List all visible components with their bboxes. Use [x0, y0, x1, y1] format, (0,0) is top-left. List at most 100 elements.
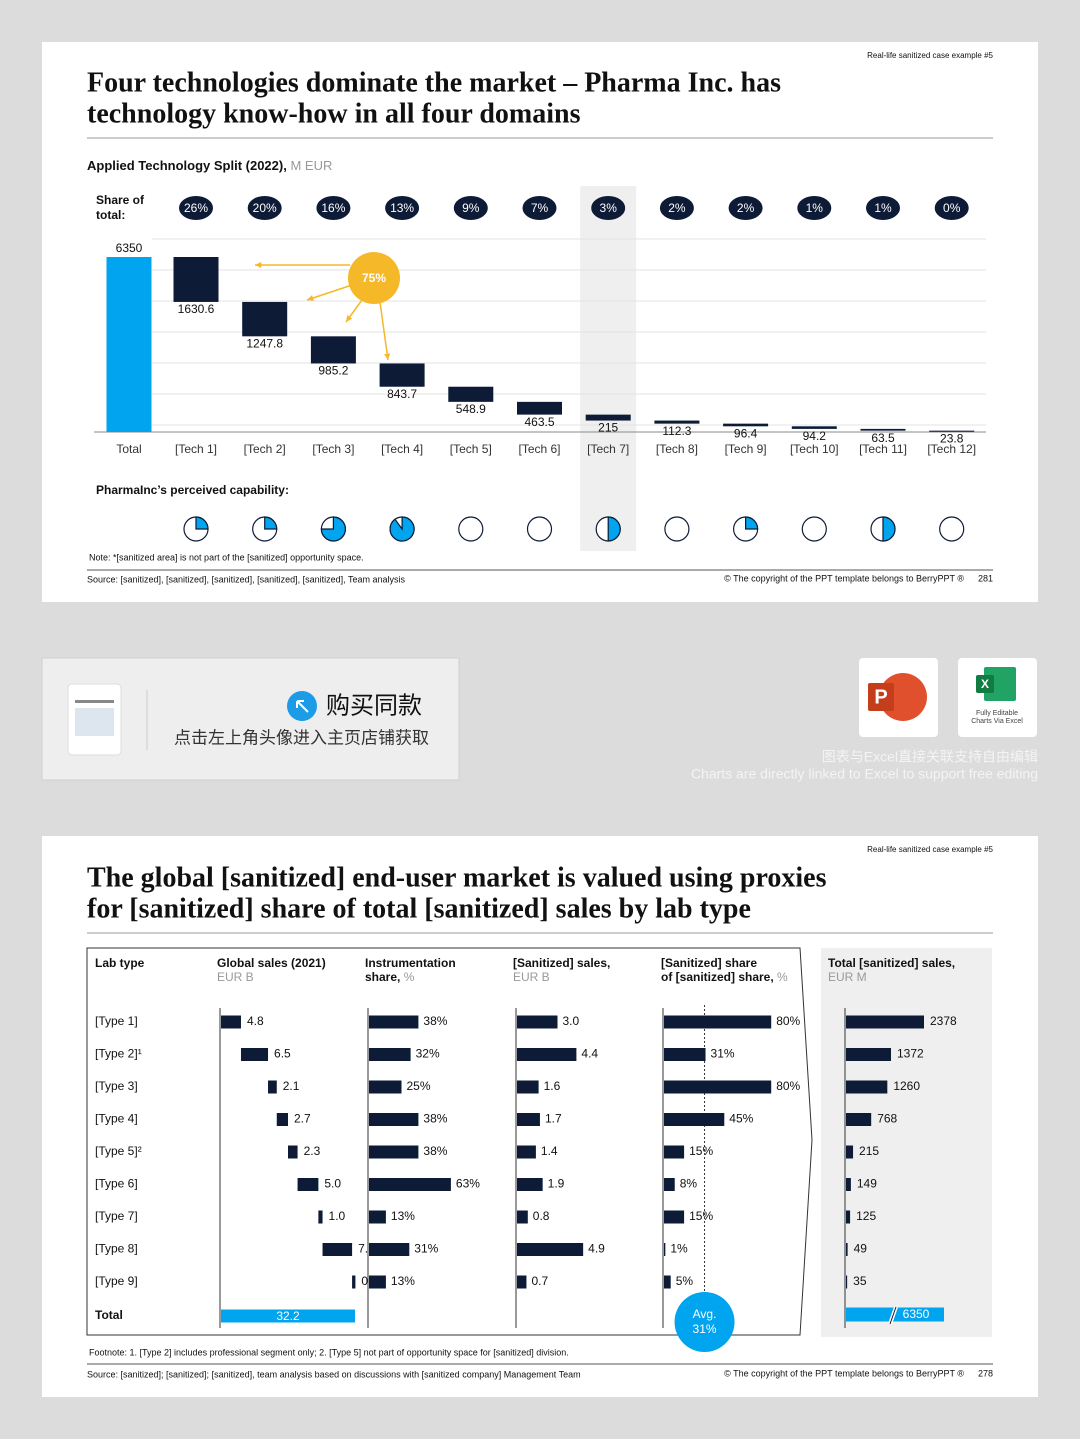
value-label: 94.2: [803, 429, 827, 443]
subtitle-text: Applied Technology Split (2022),: [87, 158, 287, 173]
note: Note: *[sanitized area] is not part of t…: [89, 552, 364, 562]
share-label: 16%: [321, 201, 345, 215]
bar: [369, 1113, 419, 1126]
value-label: 1.0: [329, 1209, 346, 1223]
buy-button[interactable]: 购买同款: [326, 692, 422, 719]
excel-caption: Charts Via Excel: [971, 718, 1023, 725]
value-label: 5%: [676, 1274, 694, 1288]
bar: [664, 1243, 666, 1256]
share-label: 1%: [806, 201, 824, 215]
value-label: 13%: [391, 1274, 415, 1288]
value-label: 4.9: [588, 1242, 605, 1256]
capability-fill: [607, 516, 621, 542]
bar: [791, 426, 837, 429]
caption-en: Charts are directly linked to Excel to s…: [691, 766, 1038, 782]
bar: [517, 401, 562, 415]
banner[interactable]: 购买同款 点击左上角头像进入主页店铺获取: [41, 657, 460, 781]
bar: [369, 1015, 419, 1029]
share-badge: [316, 196, 351, 220]
copyright: © The copyright of the PPT template belo…: [724, 1368, 964, 1378]
value-label: 8%: [680, 1177, 698, 1191]
value-label: 843.7: [387, 387, 417, 401]
capability-ball: [526, 516, 553, 542]
value-label: 63.5: [871, 431, 895, 445]
bar: [448, 386, 494, 402]
value-label: 2.1: [283, 1079, 300, 1093]
column-unit: %: [404, 970, 415, 984]
column-header-text: Total [sanitized] sales,: [828, 956, 955, 970]
column-header-text: Instrumentation: [365, 956, 456, 970]
axis-break: [889, 1306, 897, 1325]
bar: [517, 1113, 540, 1126]
row-label: [Type 7]: [95, 1209, 138, 1223]
value-label: 15%: [689, 1144, 713, 1158]
bar: [322, 1243, 353, 1256]
bar: [517, 1048, 577, 1061]
value-label: 31%: [711, 1047, 735, 1061]
column-unit: EUR M: [828, 970, 867, 984]
category-label: [Tech 4]: [381, 442, 423, 456]
bar: [846, 1210, 851, 1224]
value-label: 38%: [423, 1144, 447, 1158]
share-badge: [247, 196, 282, 220]
bar: [517, 1275, 527, 1289]
category-label: [Tech 7]: [587, 442, 629, 456]
value-label: 1372: [897, 1047, 924, 1061]
bar: [268, 1080, 277, 1094]
unit: M EUR: [290, 158, 332, 173]
capability-fill: [320, 516, 346, 542]
bar: [173, 257, 219, 302]
share-label: 2%: [737, 201, 755, 215]
bar: [369, 1178, 451, 1191]
bar: [369, 1080, 402, 1094]
row-label: [Type 4]: [95, 1112, 138, 1126]
bar: [664, 1275, 671, 1289]
category-label: [Tech 6]: [518, 442, 560, 456]
bar: [369, 1243, 410, 1256]
share-badge: [659, 196, 694, 220]
bar: [846, 1080, 888, 1094]
column-header: Total [sanitized] sales,: [828, 956, 955, 970]
share-label: 9%: [462, 201, 480, 215]
side-panel: [821, 948, 992, 1337]
share-badge: [934, 196, 969, 220]
capability-ball: [801, 516, 827, 542]
tag: Real-life sanitized case example #5: [867, 845, 993, 854]
source: Source: [sanitized], [sanitized], [sanit…: [87, 574, 405, 584]
capability-fill: [389, 516, 415, 542]
column-header: [Sanitized] share: [661, 956, 757, 970]
row-label: [Type 2]¹: [95, 1047, 142, 1061]
share-badge: [179, 196, 213, 220]
bar: [664, 1080, 772, 1094]
category-label: [Tech 3]: [312, 442, 354, 456]
bar: [664, 1015, 772, 1029]
caption-cn: 图表与Excel直接关联支持自由编辑: [822, 749, 1038, 765]
share-label: 26%: [184, 201, 208, 215]
value-label: 149: [857, 1177, 877, 1191]
title: technology know-how in all four domains: [87, 98, 581, 129]
column-header-text: [Sanitized] share: [661, 956, 757, 970]
callout-circle: [348, 252, 400, 304]
capability-ball: [939, 516, 965, 542]
total-bar: [221, 1309, 355, 1323]
column-header: [Sanitized] sales,: [513, 956, 610, 970]
title: for [sanitized] share of total [sanitize…: [87, 893, 751, 924]
footnote: Footnote: 1. [Type 2] includes professio…: [89, 1347, 569, 1357]
bar: [664, 1145, 685, 1159]
category-label: [Tech 1]: [175, 442, 217, 456]
share-badge: [453, 196, 488, 220]
value-label: 32%: [416, 1047, 440, 1061]
bar: [664, 1113, 725, 1126]
value-label: 1.9: [548, 1177, 565, 1191]
page-number: 278: [978, 1368, 993, 1378]
callout-arrow: [379, 301, 389, 361]
bar: [517, 1210, 528, 1224]
value-label: 45%: [729, 1112, 753, 1126]
share-badge: [591, 196, 626, 220]
column-header: Global sales (2021): [217, 956, 326, 970]
share-badge: [797, 196, 832, 220]
page-number: 281: [978, 573, 993, 583]
column-header: share, %: [365, 970, 415, 984]
average-value: 31%: [693, 1322, 717, 1336]
